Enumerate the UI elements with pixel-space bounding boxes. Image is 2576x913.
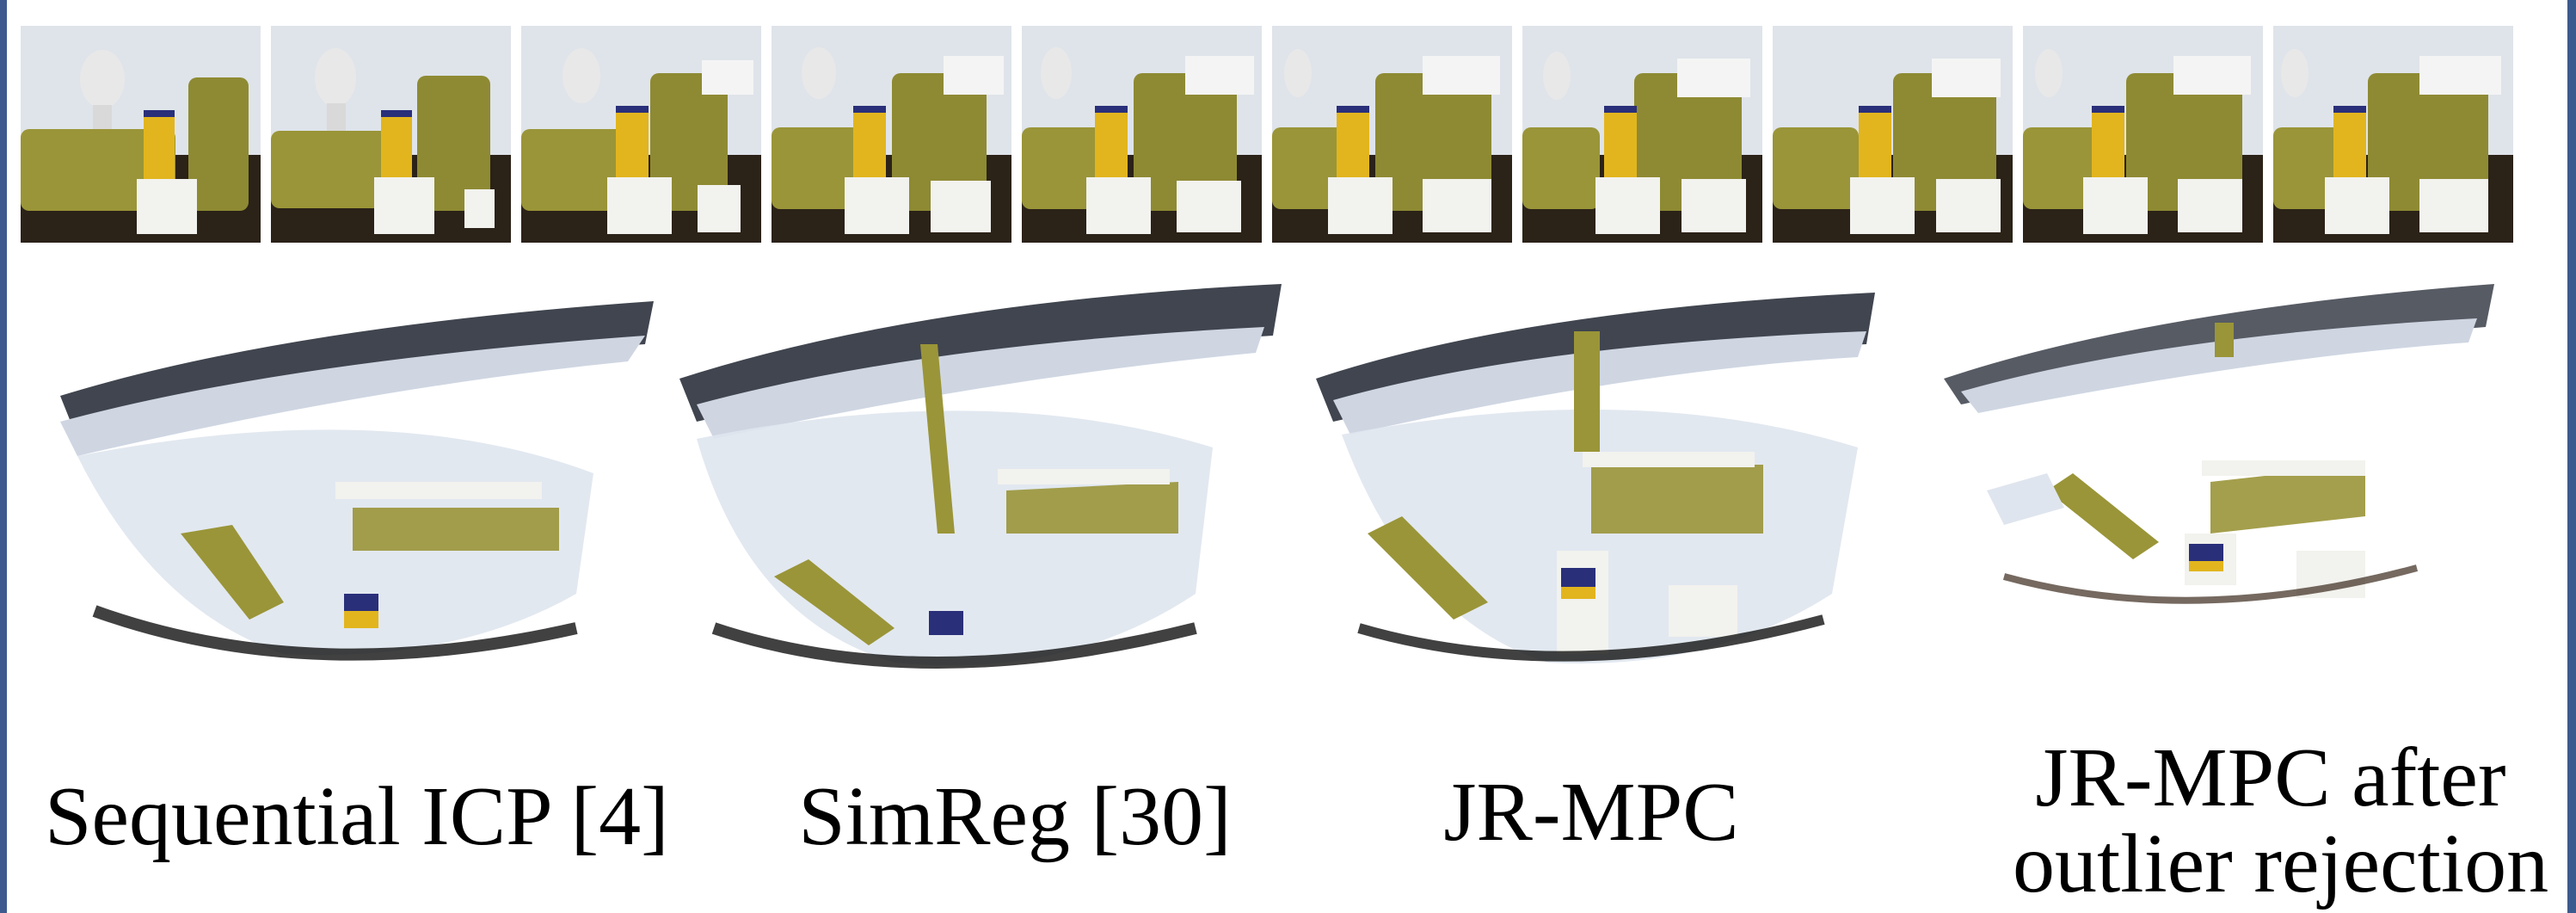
frame-1-icon bbox=[21, 26, 261, 243]
jr-mpc-outlier-rejection-point-cloud bbox=[1935, 250, 2503, 697]
input-frame bbox=[21, 26, 261, 243]
input-frame bbox=[1022, 26, 1262, 243]
left-frame-border bbox=[0, 0, 7, 913]
input-frame bbox=[2023, 26, 2263, 243]
frame-10-icon bbox=[2273, 26, 2513, 243]
point-cloud-icon bbox=[1316, 293, 1875, 663]
point-cloud-icon bbox=[60, 301, 654, 661]
input-frame bbox=[1773, 26, 2013, 243]
caption-jr-mpc: JR-MPC bbox=[1443, 766, 1739, 859]
caption-jr-mpc-outlier-line2: outlier rejection bbox=[2013, 817, 2549, 910]
frame-6-icon bbox=[1272, 26, 1512, 243]
input-frame bbox=[271, 26, 511, 243]
caption-sequential-icp: Sequential ICP [4] bbox=[45, 770, 669, 863]
input-frame bbox=[772, 26, 1011, 243]
input-frame bbox=[1522, 26, 1762, 243]
frame-9-icon bbox=[2023, 26, 2263, 243]
point-cloud-icon bbox=[679, 284, 1282, 669]
caption-jr-mpc-outlier-line1: JR-MPC after bbox=[2035, 731, 2506, 824]
input-frame bbox=[1272, 26, 1512, 243]
caption-simreg: SimReg [30] bbox=[798, 770, 1232, 863]
input-frames-strip bbox=[21, 26, 2526, 243]
input-frame bbox=[2273, 26, 2513, 243]
frame-8-icon bbox=[1773, 26, 2013, 243]
right-frame-border bbox=[2567, 0, 2576, 913]
frame-5-icon bbox=[1022, 26, 1262, 243]
sequential-icp-point-cloud bbox=[26, 250, 662, 697]
frame-2-icon bbox=[271, 26, 511, 243]
input-frame bbox=[521, 26, 761, 243]
point-cloud-icon bbox=[1944, 284, 2494, 604]
simreg-point-cloud bbox=[662, 250, 1282, 697]
frame-4-icon bbox=[772, 26, 1011, 243]
jr-mpc-point-cloud bbox=[1307, 250, 1892, 697]
frame-3-icon bbox=[521, 26, 761, 243]
frame-7-icon bbox=[1522, 26, 1762, 243]
